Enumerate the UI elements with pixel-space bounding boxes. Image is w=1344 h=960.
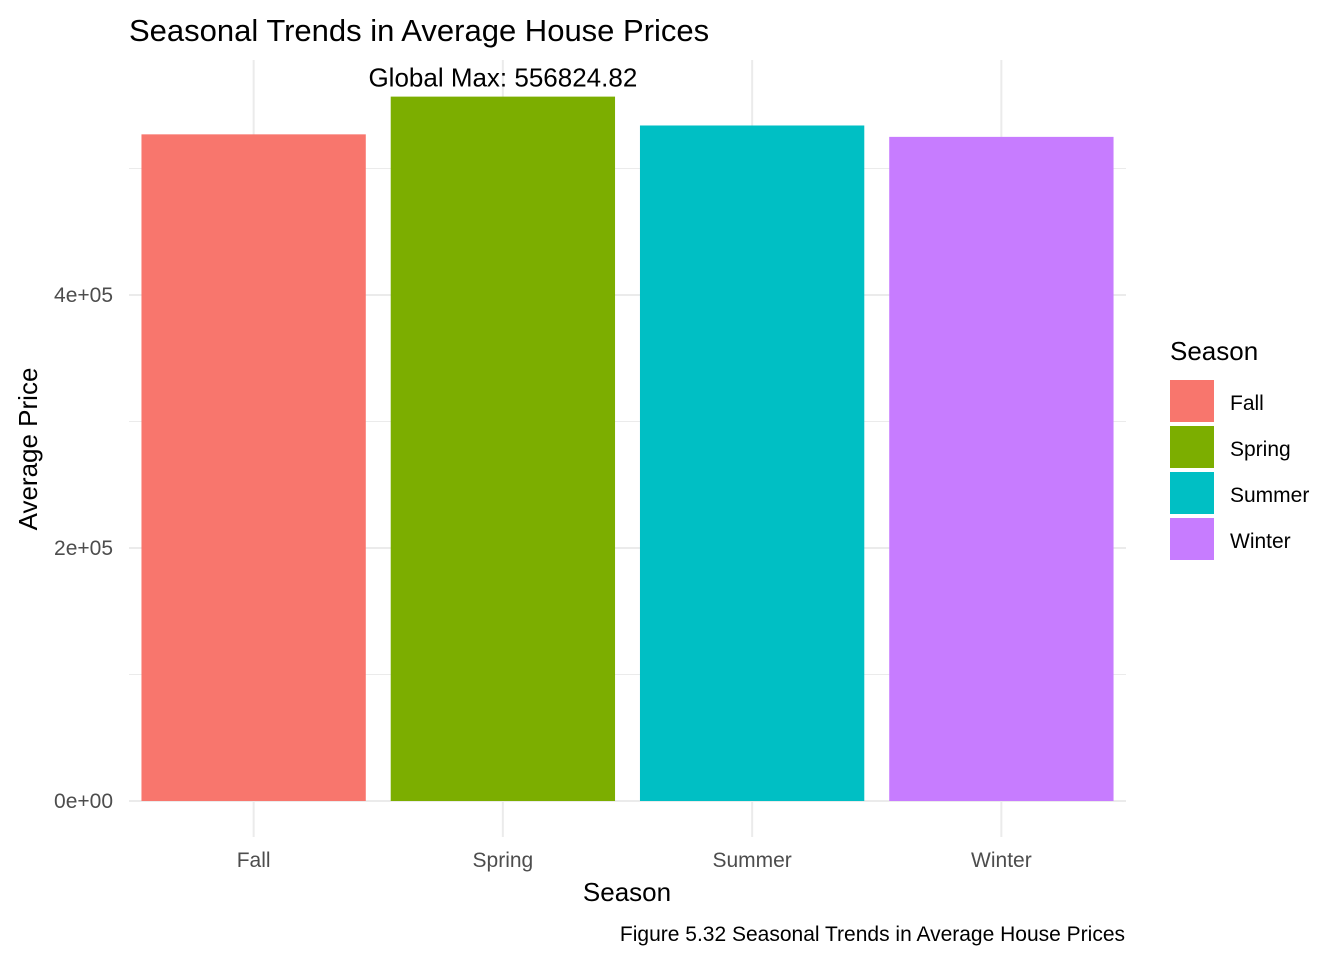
legend-items: Fall Spring Summer Winter [1170, 380, 1309, 560]
x-tick-label: Winter [971, 849, 1032, 872]
x-tick-label: Summer [712, 849, 791, 872]
x-axis-title: Season [583, 877, 671, 907]
legend-label-summer: Summer [1230, 484, 1309, 507]
legend-swatch-spring [1170, 426, 1214, 468]
legend-swatch-summer [1170, 472, 1214, 514]
legend-label-fall: Fall [1230, 392, 1264, 415]
legend: Season Fall Spring Summer Winter [1170, 336, 1309, 560]
y-tick-label: 0e+00 [54, 790, 113, 813]
legend-label-winter: Winter [1230, 530, 1291, 553]
bar-spring [390, 96, 616, 802]
x-tick-label: Fall [237, 849, 271, 872]
y-tick-label: 4e+05 [54, 284, 113, 307]
max-annotation: Global Max: 556824.82 [368, 63, 637, 93]
legend-label-spring: Spring [1230, 438, 1291, 461]
x-tick-label: Spring [473, 849, 534, 872]
x-axis-ticks: Fall Spring Summer Winter [237, 849, 1032, 872]
chart-title: Seasonal Trends in Average House Prices [129, 13, 709, 48]
figure-caption: Figure 5.32 Seasonal Trends in Average H… [620, 923, 1125, 946]
y-axis-title: Average Price [13, 368, 43, 531]
bar-summer [639, 125, 865, 802]
bar-winter [889, 136, 1114, 801]
bar-fall [141, 134, 366, 802]
legend-swatch-winter [1170, 518, 1214, 560]
legend-swatch-fall [1170, 380, 1214, 422]
bars [141, 96, 1114, 802]
y-axis-ticks: 0e+00 2e+05 4e+05 [54, 284, 113, 813]
y-tick-label: 2e+05 [54, 537, 113, 560]
legend-title: Season [1170, 336, 1258, 366]
